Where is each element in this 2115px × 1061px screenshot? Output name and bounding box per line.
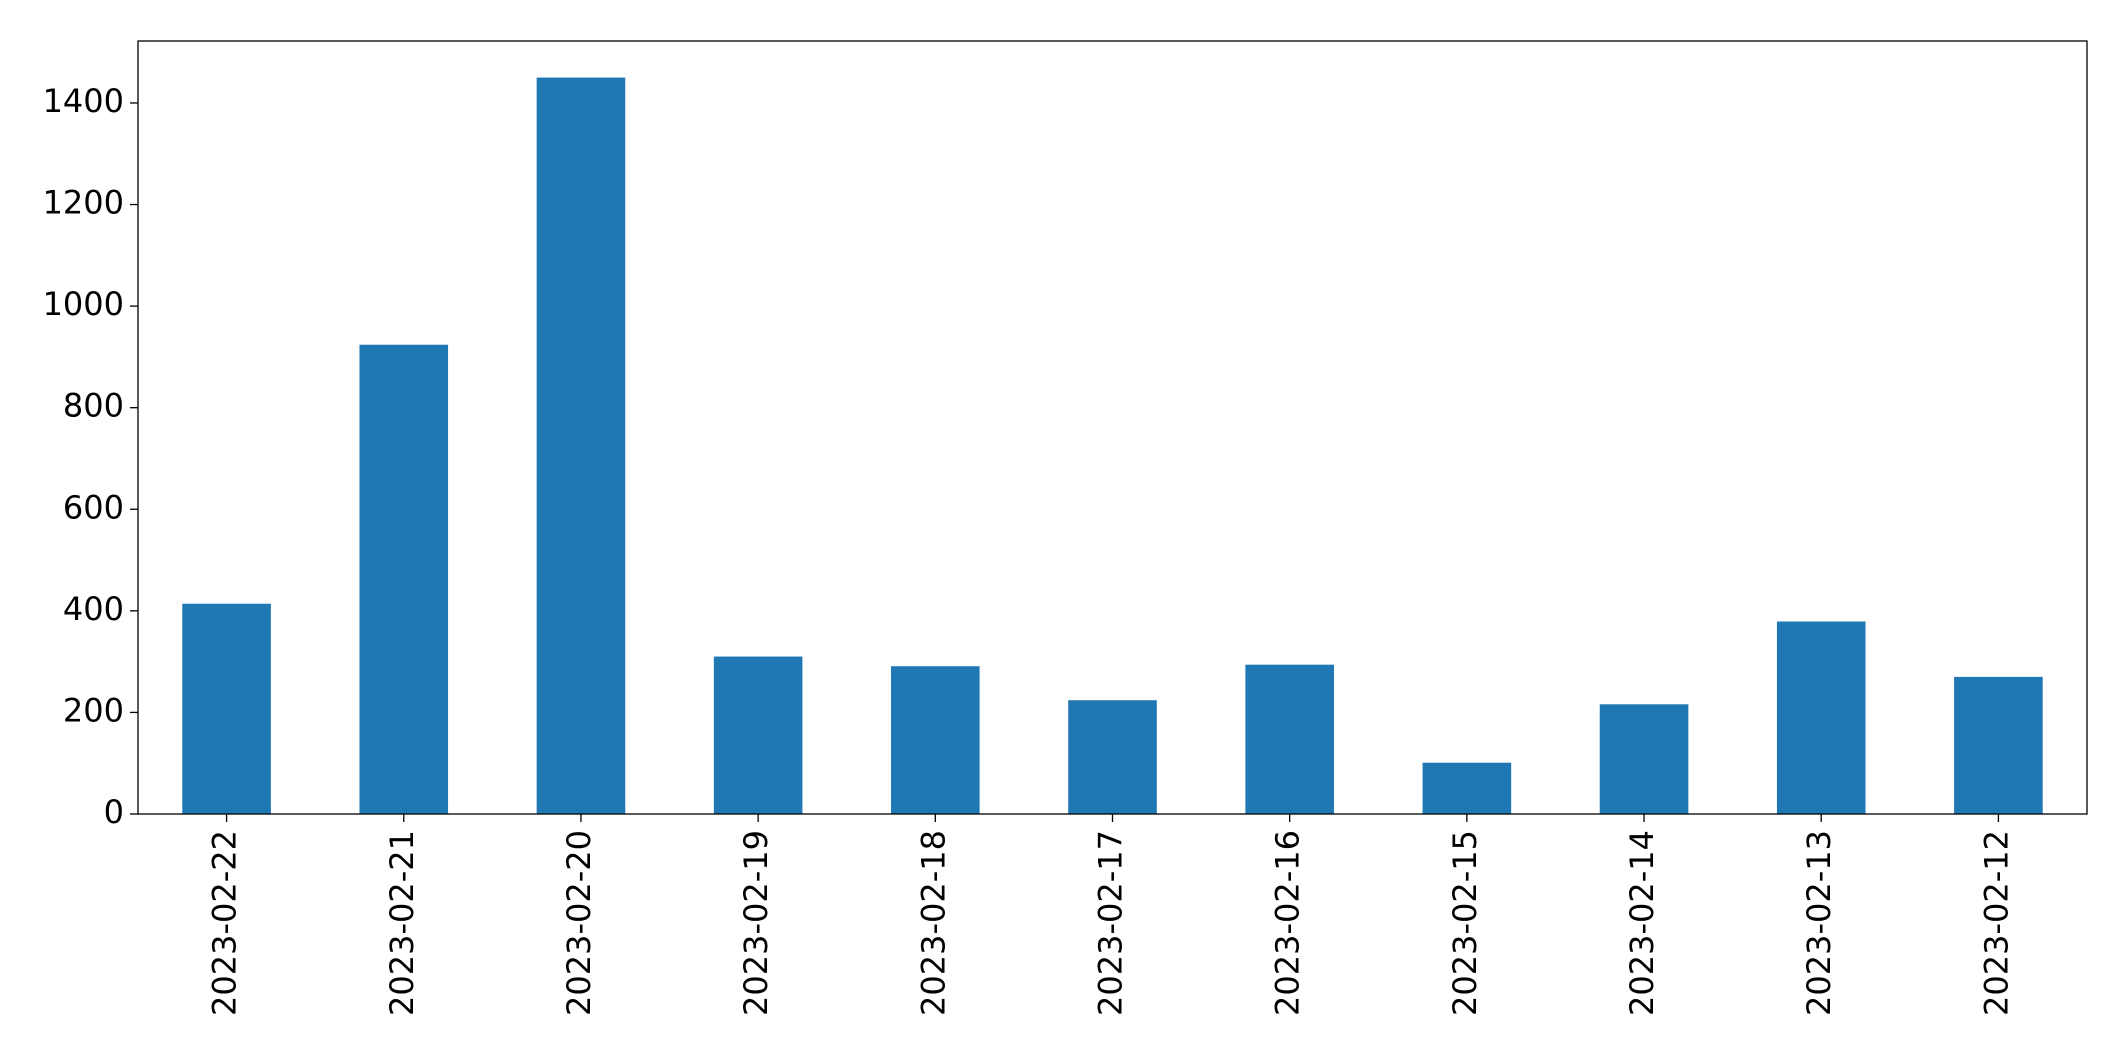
y-tick-label: 600 (63, 488, 124, 526)
y-tick-label: 200 (63, 691, 124, 729)
x-tick-label: 2023-02-18 (914, 830, 952, 1016)
bar (713, 656, 803, 814)
bar (1599, 704, 1689, 814)
x-tick-label: 2023-02-19 (737, 830, 775, 1016)
x-tick-label: 2023-02-21 (383, 830, 421, 1016)
x-tick-label: 2023-02-17 (1092, 830, 1130, 1016)
bar (536, 77, 626, 814)
bar (1245, 664, 1334, 814)
y-tick-label: 400 (63, 590, 124, 628)
bar (1422, 762, 1512, 814)
y-tick-label: 1200 (43, 184, 124, 222)
x-tick-label: 2023-02-13 (1800, 830, 1838, 1016)
bar (891, 666, 980, 814)
y-tick-label: 800 (63, 387, 124, 425)
x-tick-label: 2023-02-12 (1977, 830, 2015, 1016)
x-tick-label: 2023-02-14 (1623, 830, 1661, 1016)
x-tick-label: 2023-02-20 (560, 830, 598, 1016)
bar (1776, 621, 1866, 814)
bar (182, 603, 271, 814)
x-tick-label: 2023-02-16 (1269, 830, 1307, 1016)
x-tick-label: 2023-02-22 (206, 830, 244, 1016)
y-tick-label: 1000 (43, 285, 124, 323)
y-tick-label: 1400 (43, 82, 124, 120)
plot-frame (137, 40, 2088, 815)
bar (359, 344, 449, 814)
y-tick-label: 0 (104, 793, 124, 831)
bar (1068, 700, 1157, 814)
x-tick-label: 2023-02-15 (1446, 830, 1484, 1016)
bar (1954, 676, 2043, 814)
